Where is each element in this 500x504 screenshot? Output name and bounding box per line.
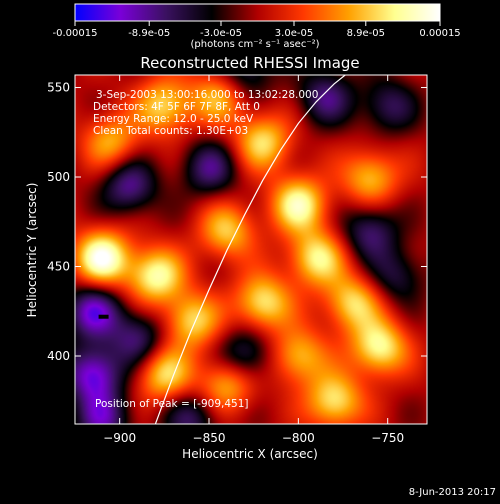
y-tick-label: 500: [47, 170, 70, 184]
colorbar-unit-label: (photons cm⁻² s⁻¹ asec⁻²): [190, 39, 319, 50]
x-tick-label: −750: [371, 431, 404, 445]
peak-marker: [98, 314, 109, 319]
plot-frame: [74, 74, 428, 425]
x-tick-label: −800: [282, 431, 315, 445]
annotation-detectors: Detectors: 4F 5F 6F 7F 8F, Att 0: [93, 101, 260, 113]
y-tick-label: 550: [47, 81, 70, 95]
heatmap-image: [75, 75, 427, 424]
annotation-time: 3-Sep-2003 13:00:16.000 to 13:02:28.000: [96, 89, 318, 101]
colorbar: [74, 3, 441, 22]
colorbar-tick-label: 8.9e-05: [347, 28, 385, 39]
colorbar-tick-label: -3.0e-05: [200, 28, 242, 39]
render-timestamp: 8-Jun-2013 20:17: [409, 487, 496, 498]
annotation-energy: Energy Range: 12.0 - 25.0 keV: [93, 113, 254, 125]
colorbar-tick-label: 0.00015: [419, 28, 460, 39]
y-tick-label: 400: [47, 349, 70, 363]
y-tick-label: 450: [47, 260, 70, 274]
colorbar-tick-label: -8.9e-05: [128, 28, 170, 39]
colorbar-tick-label: -0.00015: [53, 28, 98, 39]
y-axis-label: Heliocentric Y (arcsec): [25, 183, 39, 318]
annotation-peak: Position of Peak = [-909,451]: [95, 398, 249, 410]
colorbar-tick-label: 3.0e-05: [275, 28, 313, 39]
chart-title: Reconstructed RHESSI Image: [140, 54, 359, 72]
x-tick-label: −900: [103, 431, 136, 445]
x-tick-label: −850: [193, 431, 226, 445]
solar-limb-curve: [154, 75, 347, 424]
axis-ticks: −900 −850 −800 −750 400 450 500 550: [47, 75, 427, 445]
colorbar-ticks: -0.00015 -8.9e-05 -3.0e-05 3.0e-05 8.9e-05 0.…: [53, 21, 461, 39]
x-axis-label: Heliocentric X (arcsec): [182, 447, 318, 461]
heatmap-container: [75, 75, 427, 424]
annotation-clean: Clean Total counts: 1.30E+03: [93, 125, 248, 137]
